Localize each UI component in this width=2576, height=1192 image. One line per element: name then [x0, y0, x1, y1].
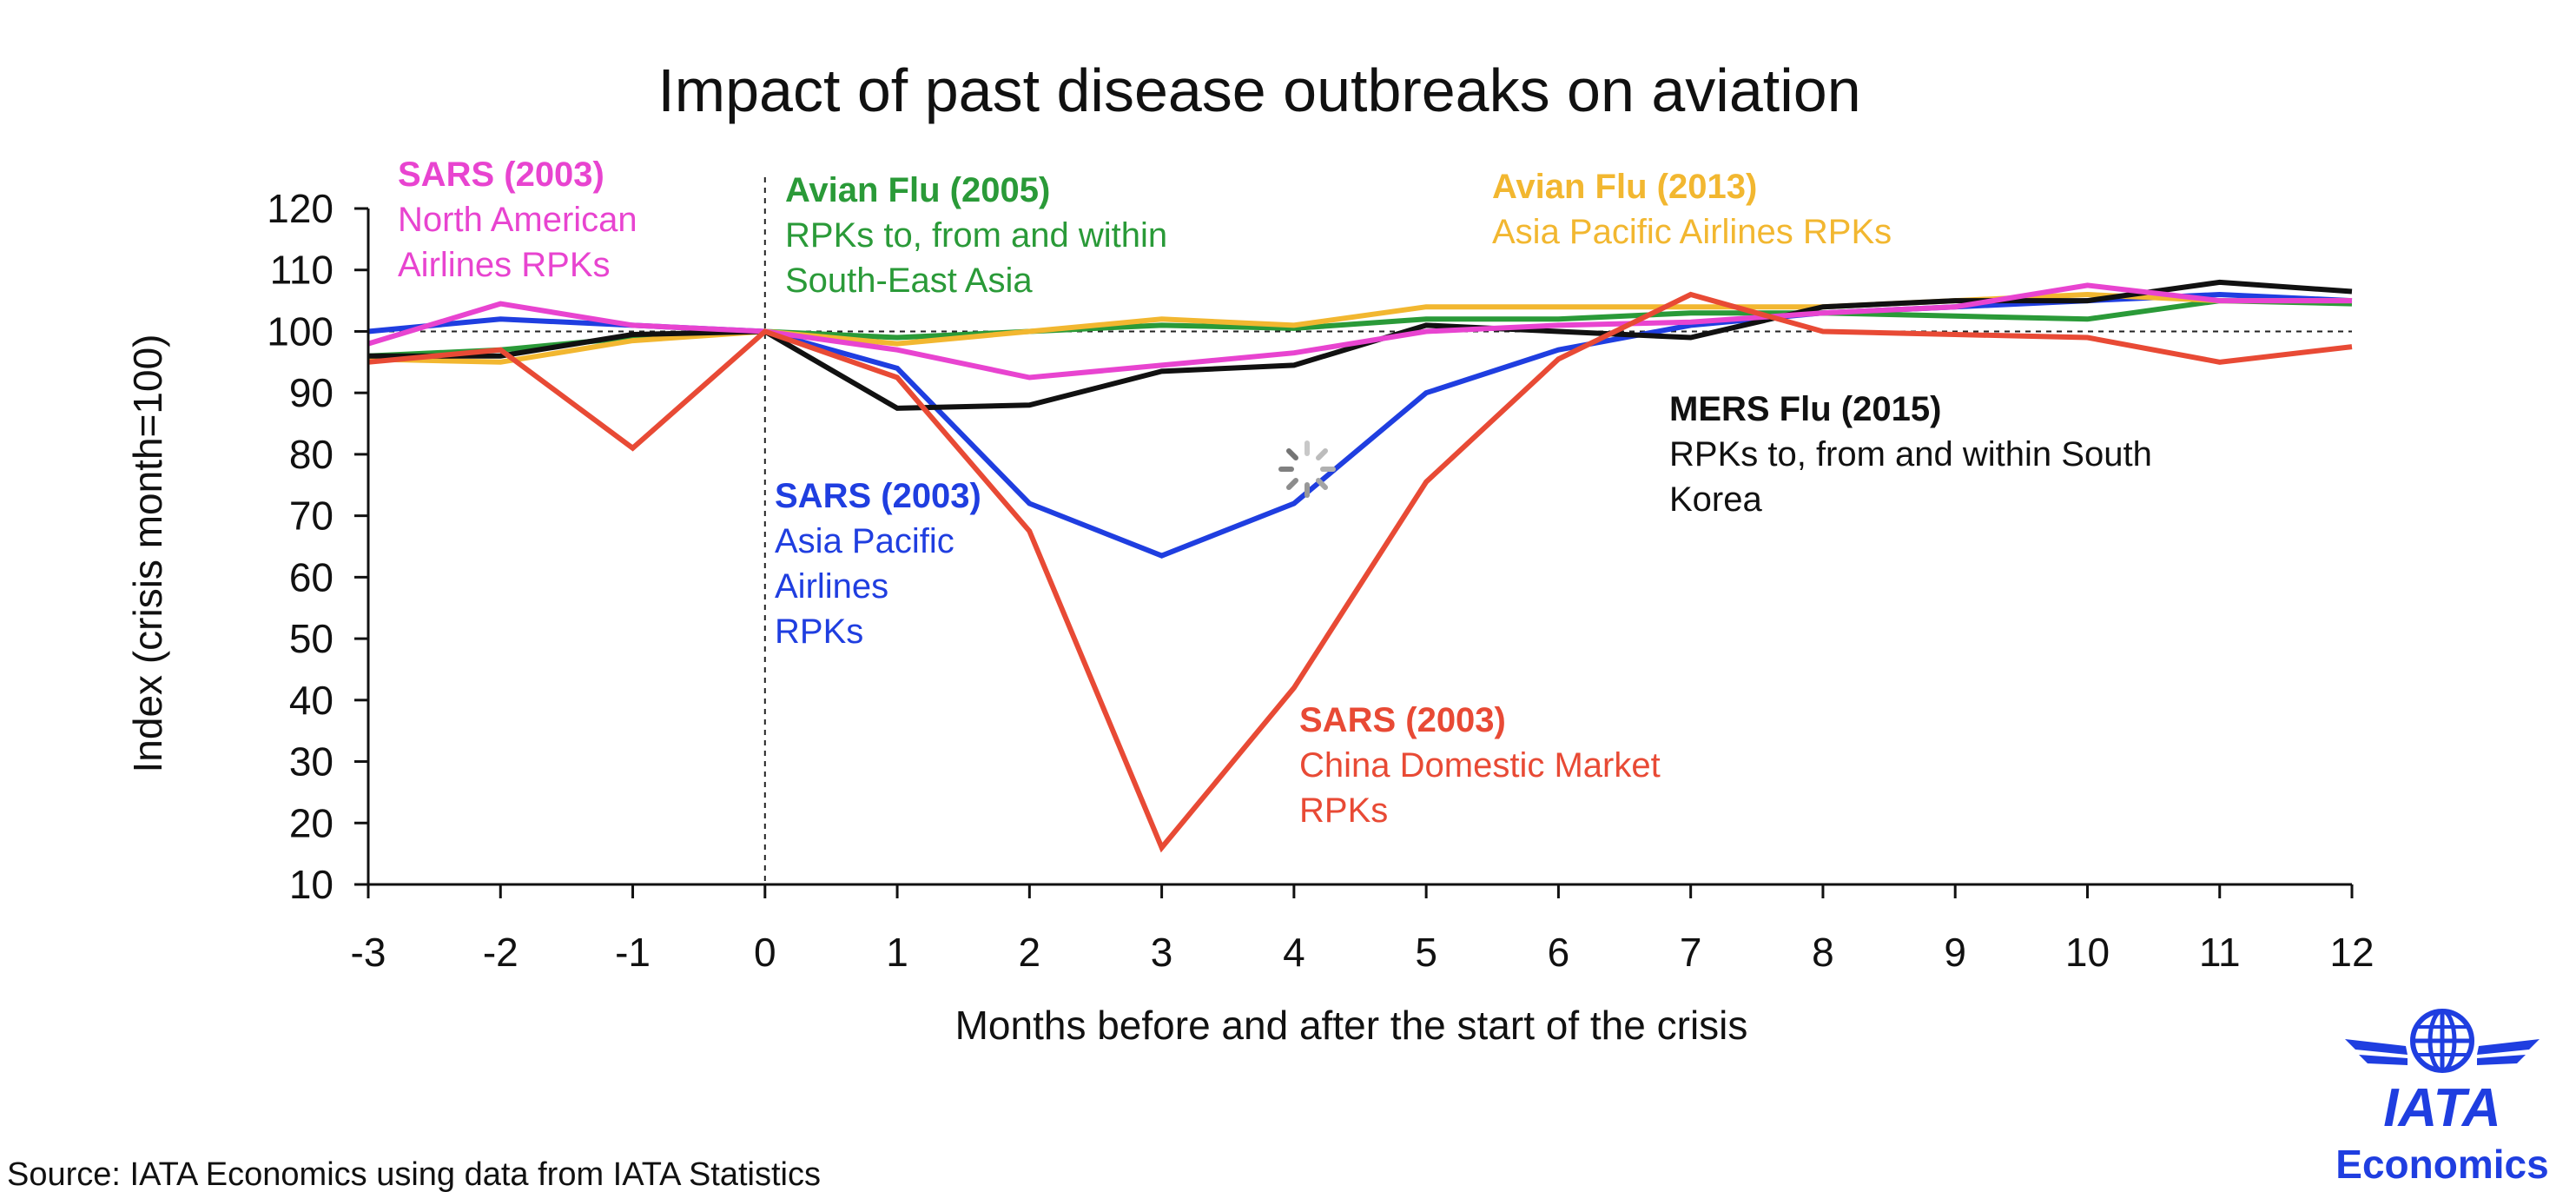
annotation-line: Airlines RPKs	[398, 246, 611, 284]
annotation-heading: SARS (2003)	[1299, 701, 1506, 739]
y-tick-label: 90	[289, 370, 334, 415]
annotation-heading: Avian Flu (2013)	[1492, 168, 1757, 206]
y-tick-label: 40	[289, 678, 334, 723]
y-tick-label: 10	[289, 862, 334, 907]
reference-lines	[368, 177, 2352, 884]
annotations: SARS (2003) North American Airlines RPKs Av…	[398, 156, 2152, 830]
y-tick-label: 110	[270, 248, 334, 293]
globe-icon	[2410, 1009, 2474, 1073]
annotation-line: North American	[398, 201, 637, 239]
series-layer	[367, 279, 2353, 853]
x-tick-label: 6	[1548, 930, 1570, 975]
x-tick-label: 8	[1812, 930, 1834, 975]
annotation-heading: MERS Flu (2015)	[1669, 390, 1941, 428]
y-axis-label: Index (crisis month=100)	[125, 334, 170, 773]
x-tick-label: 3	[1151, 930, 1173, 975]
annotation-heading: SARS (2003)	[398, 156, 604, 194]
annotation-line: RPKs	[775, 613, 863, 651]
annotation-avian-2013: Avian Flu (2013) Asia Pacific Airlines RP…	[1492, 168, 1892, 251]
wings-icon	[2345, 1039, 2540, 1065]
annotation-line: Airlines	[775, 567, 888, 606]
x-tick-label: 4	[1283, 930, 1305, 975]
logo-subtitle: Economics	[2335, 1142, 2548, 1187]
series-line-5	[367, 291, 2353, 853]
x-tick-label: -3	[351, 930, 386, 975]
annotation-mers-2015: MERS Flu (2015) RPKs to, from and within …	[1669, 390, 2152, 519]
x-tick-label: -2	[483, 930, 519, 975]
annotation-line: Asia Pacific Airlines RPKs	[1492, 213, 1892, 251]
y-tick-label: 50	[289, 616, 334, 661]
annotation-heading: Avian Flu (2005)	[785, 171, 1050, 209]
source-note: Source: IATA Economics using data from I…	[7, 1156, 821, 1192]
x-tick-label: 12	[2329, 930, 2374, 975]
logo-wordmark: IATA	[2383, 1078, 2500, 1138]
iata-logo: IATA Economics	[2335, 1009, 2549, 1187]
y-tick-label: 20	[289, 800, 334, 845]
annotation-line: RPKs	[1299, 791, 1388, 830]
annotation-sars-ap: SARS (2003) Asia Pacific Airlines RPKs	[775, 477, 981, 651]
loading-spinner-icon	[1278, 440, 1336, 498]
x-axis-label: Months before and after the start of the…	[955, 1003, 1748, 1048]
x-tick-label: 5	[1415, 930, 1437, 975]
series-line-3	[368, 279, 2353, 411]
x-tick-label: 2	[1019, 930, 1041, 975]
x-tick-label: 10	[2065, 930, 2110, 975]
y-tick-label: 60	[289, 554, 334, 599]
annotation-line: South-East Asia	[785, 262, 1033, 300]
x-tick-label: 9	[1944, 930, 1966, 975]
x-tick-label: 0	[754, 930, 776, 975]
x-tick-label: 1	[886, 930, 908, 975]
y-tick-label: 120	[267, 186, 334, 231]
x-tick-label: 7	[1680, 930, 1702, 975]
y-tick-label: 100	[267, 308, 334, 354]
annotation-avian-2005: Avian Flu (2005) RPKs to, from and within…	[785, 171, 1167, 300]
x-tick-label: 11	[2199, 930, 2241, 975]
x-tick-label: -1	[615, 930, 651, 975]
annotation-line: RPKs to, from and within South	[1669, 435, 2152, 473]
annotation-heading: SARS (2003)	[775, 477, 981, 515]
annotation-line: RPKs to, from and within	[785, 216, 1167, 255]
y-tick-label: 80	[289, 432, 334, 477]
annotation-line: China Domestic Market	[1299, 746, 1661, 785]
annotation-sars-china: SARS (2003) China Domestic Market RPKs	[1299, 701, 1661, 830]
annotation-line: Asia Pacific	[775, 522, 954, 560]
annotation-sars-na: SARS (2003) North American Airlines RPKs	[398, 156, 637, 284]
series-line-4	[367, 282, 2352, 381]
y-tick-label: 30	[289, 739, 334, 785]
y-tick-label: 70	[289, 493, 334, 539]
annotation-line: Korea	[1669, 480, 1762, 519]
chart-title: Impact of past disease outbreaks on avia…	[657, 56, 1860, 124]
